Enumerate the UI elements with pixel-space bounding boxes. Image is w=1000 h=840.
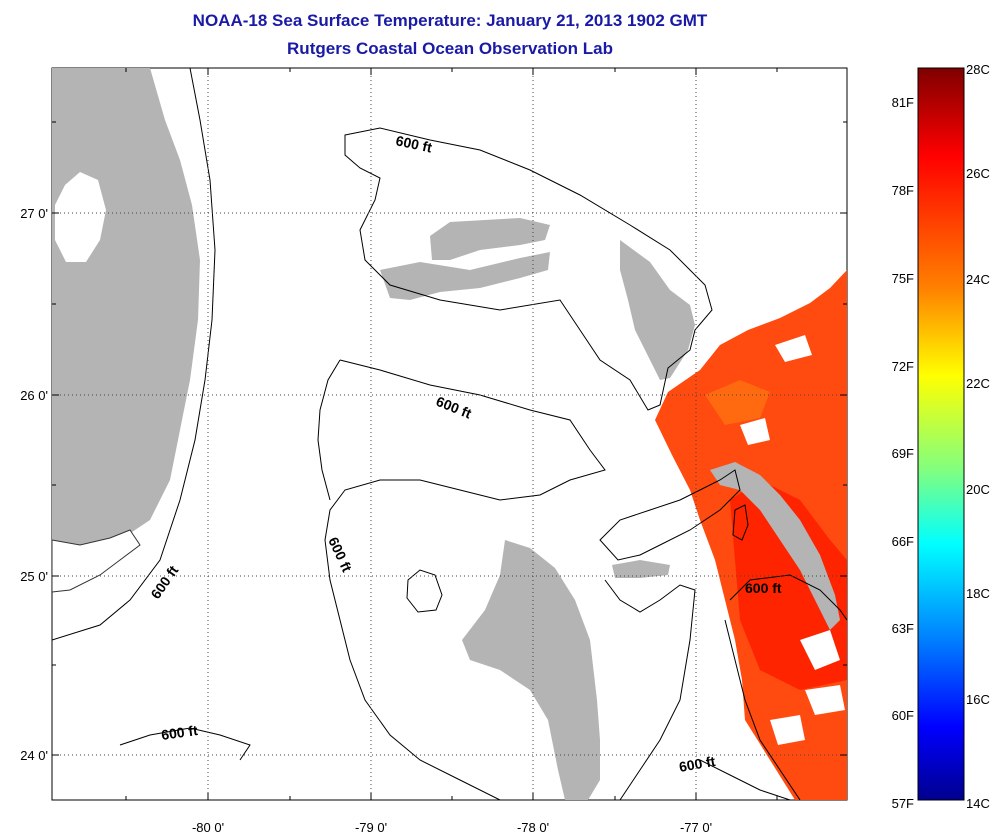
colorbar-f-label: 78F: [892, 183, 914, 198]
contour-600ft: [406, 569, 443, 613]
abaco-island: [620, 240, 695, 380]
colorbar-f-label: 75F: [892, 271, 914, 286]
bathymetry-contours: [52, 68, 847, 800]
andros-island: [462, 540, 600, 800]
cloud-gap: [770, 715, 805, 745]
cloud-gap: [800, 630, 840, 670]
colorbar-f-label: 63F: [892, 621, 914, 636]
colorbar-fahrenheit-labels: 81F 78F 75F 72F 69F 66F 63F 60F 57F: [892, 95, 914, 811]
colorbar-c-label: 24C: [966, 272, 990, 287]
lon-tick-label: -77 0': [680, 820, 712, 835]
contour-600ft: [324, 359, 606, 800]
berry-islands: [612, 560, 670, 578]
contour-600ft: [729, 574, 847, 621]
colorbar-c-label: 18C: [966, 586, 990, 601]
colorbar-f-label: 60F: [892, 708, 914, 723]
eleuthera-island: [710, 462, 840, 630]
lat-tick-label: 27 0': [20, 206, 48, 221]
colorbar-c-label: 20C: [966, 482, 990, 497]
lat-tick-label: 24 0': [20, 748, 48, 763]
contour-600ft: [344, 127, 713, 411]
contour-label: 600 ft: [678, 753, 717, 775]
colorbar-c-label: 28C: [966, 62, 990, 77]
contour-600ft: [52, 68, 216, 641]
contour-labels: 600 ft 600 ft 600 ft 600 ft 600 ft 600 f…: [147, 132, 782, 743]
map-subtitle: Rutgers Coastal Ocean Observation Lab: [287, 39, 613, 58]
map-content: [52, 68, 847, 800]
colorbar-c-label: 22C: [966, 376, 990, 391]
axis-ticks: [52, 68, 847, 800]
florida-keys-shoals: [52, 529, 141, 593]
contour-label: 600 ft: [745, 580, 782, 596]
contour-label: 600 ft: [160, 722, 199, 743]
colorbar-f-label: 66F: [892, 534, 914, 549]
colorbar: [917, 67, 965, 801]
contour-600ft: [724, 619, 801, 800]
colorbar-c-label: 26C: [966, 166, 990, 181]
cloud-gap: [805, 685, 845, 715]
contour-600ft: [317, 359, 341, 501]
colorbar-f-label: 57F: [892, 796, 914, 811]
contour-label: 600 ft: [394, 132, 433, 155]
colorbar-f-label: 69F: [892, 446, 914, 461]
lon-tick-label: -78 0': [517, 820, 549, 835]
sst-region: [655, 270, 847, 800]
contour-600ft: [604, 579, 696, 800]
grand-bahama-island-west: [430, 218, 550, 260]
lon-tick-label: -80 0': [192, 820, 224, 835]
lake-okeechobee: [55, 172, 106, 262]
lat-tick-label: 26 0': [20, 388, 48, 403]
colorbar-f-label: 81F: [892, 95, 914, 110]
contour-600ft: [699, 759, 791, 800]
colorbar-c-label: 16C: [966, 692, 990, 707]
colorbar-celsius-labels: 28C 26C 24C 22C 20C 18C 16C 14C: [966, 62, 990, 811]
cloud-gap: [740, 418, 770, 445]
contour-600ft: [119, 727, 251, 761]
graticule: [52, 68, 847, 800]
longitude-labels: -80 0' -79 0' -78 0' -77 0': [192, 820, 712, 835]
colorbar-c-label: 14C: [966, 796, 990, 811]
contour-600ft: [599, 469, 741, 561]
grand-bahama-island: [380, 252, 550, 300]
contour-600ft: [732, 504, 749, 541]
sst-cool-patch: [705, 380, 770, 425]
colorbar-f-label: 72F: [892, 359, 914, 374]
map-title: NOAA-18 Sea Surface Temperature: January…: [192, 11, 708, 30]
lon-tick-label: -79 0': [355, 820, 387, 835]
latitude-labels: 27 0' 26 0' 25 0' 24 0': [20, 206, 48, 763]
lat-tick-label: 25 0': [20, 569, 48, 584]
cloud-gap: [775, 335, 812, 362]
